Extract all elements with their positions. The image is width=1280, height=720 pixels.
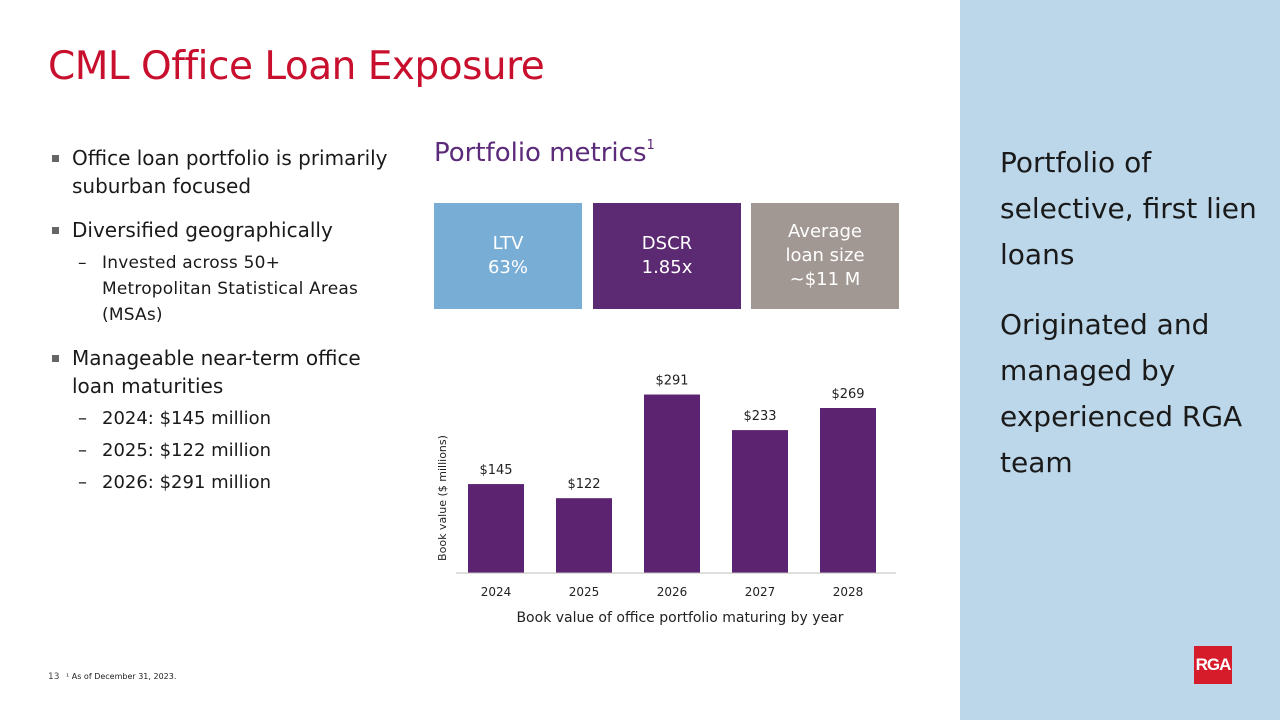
ltv-tile: LTV 63% bbox=[434, 203, 582, 309]
bar-2024 bbox=[468, 484, 524, 573]
page-title: CML Office Loan Exposure bbox=[48, 44, 545, 89]
tick-label-2025: 2025 bbox=[569, 585, 600, 599]
bars-group: $145 2024 $122 2025 $291 2026 $233 2027 $269 2028 bbox=[468, 374, 876, 599]
sub-bullet-2024: 2024: $145 million bbox=[52, 406, 392, 432]
dscr-value: 1.85x bbox=[641, 257, 693, 278]
data-label-2025: $122 bbox=[567, 477, 600, 492]
footnote-mark: 1 bbox=[646, 138, 655, 154]
x-axis-label: Book value of office portfolio maturing … bbox=[516, 610, 843, 626]
avg-loan-size-value: ~$11 M bbox=[789, 269, 861, 290]
sub-bullet-2025: 2025: $122 million bbox=[52, 438, 392, 464]
dscr-label: DSCR bbox=[641, 233, 693, 254]
avg-loan-size-label: Average loan size bbox=[785, 221, 865, 266]
bullet-maturities: Manageable near-term office loan maturit… bbox=[52, 344, 392, 400]
right-panel: Portfolio of selective, first lien loans… bbox=[960, 0, 1280, 720]
data-label-2027: $233 bbox=[743, 409, 776, 424]
bar-2028 bbox=[820, 408, 876, 573]
portfolio-metrics-label: Portfolio metrics bbox=[434, 138, 647, 168]
tick-label-2026: 2026 bbox=[657, 585, 688, 599]
data-label-2024: $145 bbox=[479, 463, 512, 478]
bar-2025 bbox=[556, 498, 612, 573]
right-panel-text-2: Originated and managed by experienced RG… bbox=[1000, 308, 1243, 479]
bullet-geography: Diversified geographically bbox=[52, 216, 392, 244]
footnote: ¹ As of December 31, 2023. bbox=[66, 672, 177, 681]
avg-loan-size-tile: Average loan size ~$11 M bbox=[751, 203, 899, 309]
bar-2027 bbox=[732, 430, 788, 573]
rga-logo: RGA bbox=[1194, 646, 1232, 684]
bullet-suburban: Office loan portfolio is primarily subur… bbox=[52, 144, 392, 200]
ltv-label: LTV bbox=[492, 233, 524, 254]
dscr-tile: DSCR 1.85x bbox=[593, 203, 741, 309]
tick-label-2028: 2028 bbox=[833, 585, 864, 599]
maturity-bar-chart: $145 2024 $122 2025 $291 2026 $233 2027 $269 2028… bbox=[436, 374, 896, 626]
bullet-list: Office loan portfolio is primarily subur… bbox=[52, 144, 392, 502]
sub-bullet-msas: Invested across 50+ Metropolitan Statist… bbox=[52, 250, 392, 328]
tick-label-2027: 2027 bbox=[745, 585, 776, 599]
data-label-2028: $269 bbox=[831, 387, 864, 402]
y-axis-label: Book value ($ millions) bbox=[436, 435, 449, 561]
sub-bullet-2026: 2026: $291 million bbox=[52, 470, 392, 496]
tick-label-2024: 2024 bbox=[481, 585, 512, 599]
portfolio-metrics-title: Portfolio metrics1 bbox=[434, 138, 655, 168]
ltv-value: 63% bbox=[487, 257, 528, 278]
page-number: 13 bbox=[48, 672, 60, 682]
bar-2026 bbox=[644, 394, 700, 573]
right-panel-text-1: Portfolio of selective, first lien loans bbox=[1000, 146, 1257, 271]
data-label-2026: $291 bbox=[655, 374, 688, 389]
